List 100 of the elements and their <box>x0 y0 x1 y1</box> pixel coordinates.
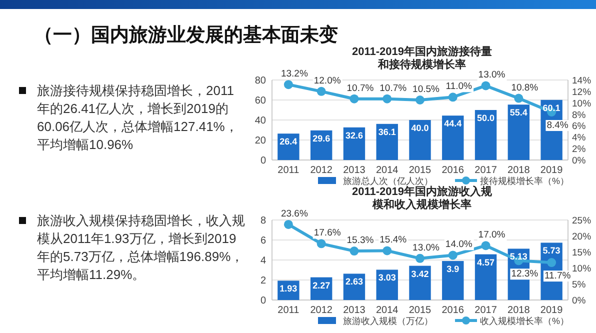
y2-tick-label: 20% <box>572 232 592 242</box>
legend-label: 接待规模增长率（%） <box>480 176 570 186</box>
data-label: 50.0 <box>477 113 495 123</box>
x-tick-label: 2014 <box>376 165 399 176</box>
data-label: 23.6% <box>280 208 308 220</box>
y2-tick-label: 5% <box>572 280 586 290</box>
data-label: 11.0% <box>446 81 473 92</box>
point <box>284 220 293 229</box>
data-label: 15.3% <box>346 235 374 246</box>
data-label: 12.3% <box>511 268 539 280</box>
data-label: 32.6 <box>345 130 363 140</box>
data-label: 3.03 <box>378 272 396 283</box>
point <box>416 96 424 104</box>
data-label: 40.0 <box>411 123 429 133</box>
x-tick-label: 2019 <box>540 305 564 316</box>
x-tick-label: 2012 <box>310 305 333 316</box>
bar <box>278 134 300 160</box>
data-label: 13.2% <box>280 68 308 80</box>
point <box>448 250 458 260</box>
bar <box>474 110 497 160</box>
y2-tick-label: 4% <box>572 132 586 144</box>
text: 旅游收入规模保持稳固增长，收入规模从2011年1.93万亿，增长到2019年的5.73万亿，总体增幅196.89%，平均增幅11.29%。 <box>37 212 245 284</box>
y2-tick-label: 0% <box>572 156 586 166</box>
point <box>514 94 524 103</box>
data-label: 5.13 <box>510 252 528 262</box>
chart-title: 2011-2019年国内旅游收入规模和收入规模增长率 <box>351 186 493 212</box>
data-label: 10.5% <box>412 84 440 95</box>
bar <box>508 104 530 160</box>
x-tick-label: 2013 <box>343 165 366 176</box>
y-tick-label: 6 <box>260 236 266 246</box>
bar <box>442 116 464 160</box>
data-label: 60.1 <box>542 102 560 113</box>
x-tick-label: 2016 <box>442 305 464 316</box>
y2-tick-label: 10% <box>572 264 592 274</box>
x-tick-label: 2017 <box>474 305 498 316</box>
data-label: 3.42 <box>411 268 429 279</box>
bar <box>442 261 464 300</box>
y2-tick-label: 14% <box>572 76 592 86</box>
x-tick-label: 2015 <box>408 165 432 176</box>
data-label: 2.63 <box>345 276 363 287</box>
x-tick-label: 2011 <box>278 165 300 176</box>
data-label: 12.0% <box>314 75 342 86</box>
data-label: 17.6% <box>314 228 342 239</box>
data-label: 44.4 <box>444 118 462 129</box>
y-tick-label: 60 <box>254 96 266 106</box>
data-label: 26.4 <box>280 136 298 147</box>
point <box>284 80 293 90</box>
data-label: 15.4% <box>380 234 408 246</box>
point <box>481 241 490 250</box>
data-label: 5.73 <box>542 246 560 256</box>
point <box>547 258 556 268</box>
data-label: 2.27 <box>312 280 330 290</box>
y-tick-label: 2 <box>260 276 266 286</box>
chart-title: 2011-2019年国内旅游接待量和接待规模增长率 <box>352 46 492 71</box>
y2-tick-label: 15% <box>572 248 592 258</box>
x-tick-label: 2011 <box>278 305 300 316</box>
data-label: 13.0% <box>478 70 506 81</box>
point <box>416 254 424 263</box>
x-tick-label: 2017 <box>474 165 498 176</box>
data-label: 10.7% <box>346 82 374 94</box>
y-tick-label: 40 <box>254 116 266 126</box>
legend-label: 旅游收入规模（万亿） <box>343 316 433 326</box>
y2-tick-label: 8% <box>572 110 586 121</box>
text: （一）国内旅游业发展的基本面未变 <box>34 24 338 48</box>
data-label: 8.4% <box>546 120 569 131</box>
y-tick-label: 80 <box>254 76 266 86</box>
data-label: 4.57 <box>477 257 495 268</box>
x-tick-label: 2014 <box>376 305 399 316</box>
point <box>448 92 458 102</box>
data-label: 14.0% <box>445 239 473 250</box>
x-tick-label: 2018 <box>508 305 530 316</box>
y-tick-label: 4 <box>260 256 266 266</box>
legend-label: 旅游总人次（亿人次） <box>343 176 433 186</box>
y2-tick-label: 6% <box>572 121 586 132</box>
y2-tick-label: 25% <box>572 216 592 226</box>
y-tick-label: 8 <box>260 216 266 226</box>
text: 旅游接待规模保持稳固增长，2011年的26.41亿人次，增长到2019的60.06亿人次，总体增幅127.41%，平均增幅10.96% <box>37 82 239 154</box>
data-label: 1.93 <box>280 284 298 294</box>
point <box>316 86 326 96</box>
data-label: 17.0% <box>478 230 506 241</box>
data-label: 36.1 <box>378 126 396 137</box>
x-tick-label: 2013 <box>343 305 366 316</box>
data-label: 29.6 <box>312 133 330 144</box>
x-tick-label: 2018 <box>508 165 530 176</box>
point <box>350 94 359 104</box>
bar <box>409 120 431 160</box>
y-tick-label: 20 <box>254 136 266 146</box>
y2-tick-label: 0% <box>572 296 586 306</box>
data-label: 10.7% <box>380 82 408 94</box>
point <box>382 246 392 256</box>
y2-tick-label: 12% <box>572 86 592 98</box>
data-label: 55.4 <box>510 108 528 118</box>
x-tick-label: 2015 <box>408 305 432 316</box>
x-tick-label: 2019 <box>540 165 564 176</box>
data-label: 3.9 <box>446 264 460 274</box>
point <box>382 94 392 104</box>
point <box>350 246 359 256</box>
y2-tick-label: 2% <box>572 144 586 156</box>
y-tick-label: 0 <box>260 296 266 306</box>
y2-tick-label: 10% <box>572 98 592 110</box>
